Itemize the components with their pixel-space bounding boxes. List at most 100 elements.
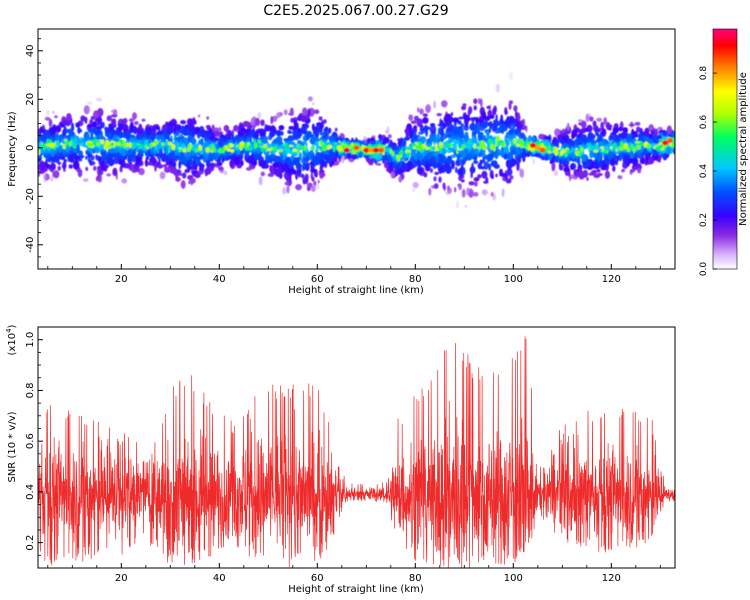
spectrogram-blob [100,164,106,171]
spectrogram-blob [521,152,525,160]
spectrogram-blob [442,182,446,190]
spectrogram-blob [97,108,104,117]
spectrogram-blob [110,114,118,118]
spectrogram-blob [282,187,287,195]
spectrogram-blob [154,163,157,172]
spectrogram-blob [456,201,459,209]
spectrogram-blob [218,137,224,147]
spectrogram-blob [433,100,436,109]
spectrogram-blob [573,170,579,176]
spectrogram-blob [505,178,512,184]
spectrogram-blob [489,169,494,179]
spectrogram-blob [443,114,450,123]
spectrogram-blob [121,147,127,157]
spectrogram-blob [194,172,201,179]
spectrogram-blob [563,167,570,172]
spectrogram-blob [161,157,168,162]
spectrogram-blob [73,153,76,159]
spectrogram-blob [386,164,389,172]
spectrogram-blob [468,181,475,186]
spectrogram-blob [141,118,146,122]
spectrogram-blob [425,104,431,114]
spectrogram-blob [526,151,530,157]
spectrogram-blob [618,126,623,132]
spectrogram-blob [125,131,132,141]
spectrogram-blob [582,170,588,178]
spectrogram-blob [95,154,98,159]
spectrogram-blob [260,119,265,126]
spectrogram-blob [287,129,292,134]
spectrogram-blob [295,170,299,180]
spectrogram-blob [206,126,210,130]
spectrogram-blob [164,166,171,173]
spectrogram-blob [249,134,252,143]
spectrogram-blob [269,165,273,173]
spectrogram-blob [532,158,536,165]
spectrogram-blob [460,123,464,128]
spectrogram-blob [121,178,127,184]
spectrogram-blob [408,114,414,121]
spectrogram-blob [479,159,483,165]
spectrogram-blob [136,133,140,138]
spectrogram-blob [487,122,493,127]
spectrogram-blob [437,153,444,159]
spectrogram-blob [68,164,73,169]
spectrogram-blob [239,136,243,142]
spectrogram-blob [505,131,509,139]
spectrogram-blob [412,188,416,192]
spectrogram-blob [423,172,428,178]
spectrogram-blob [434,171,440,175]
spectrogram-blob [603,117,607,125]
spectrogram-blob [320,153,326,158]
spectrogram-blob [508,125,512,129]
spectrogram-blob [595,132,599,136]
spectrogram-blob [566,122,570,131]
spectrogram-blob [422,113,428,117]
spectrogram-blob [657,126,663,131]
spectrogram-blob [94,129,101,136]
spectrogram-blob [407,162,413,171]
spectrogram-blob [91,121,98,128]
spectrogram-blob [310,162,314,171]
spectrogram-blob [492,107,497,116]
spectrogram-blob [96,97,103,102]
spectrogram-blob [571,129,578,138]
spectrogram-blob [213,127,220,132]
spectrogram-blob [289,174,292,182]
spectrogram-blob [419,108,424,115]
spectrogram-blob [404,136,410,141]
spectrogram-blob [87,101,92,105]
spectrogram-blob [133,121,139,125]
spectrogram-blob [318,116,323,121]
spectrogram-blob [622,153,629,157]
spectrogram-blob [136,153,143,157]
spectrogram-blob [305,164,310,171]
spectrogram-blob [106,173,112,177]
spectrogram-blob [116,151,121,158]
spectrogram-blob [83,116,88,123]
spectrogram-blob [302,177,307,185]
spectrogram-blob [182,172,187,179]
spectrogram-blob [218,126,222,133]
spectrogram-blob [644,127,650,136]
spectrogram-blob [286,185,290,194]
spectrogram-blob [63,158,67,163]
spectrogram-blob [302,135,307,142]
spectrogram-blob [302,107,308,116]
figure-title: C2E5.2025.067.00.27.G29 [263,3,448,19]
spectrogram-blob [645,155,649,163]
spectrogram-blob [440,135,444,143]
spectrogram-blob [578,122,583,126]
spectrogram-blob [257,112,262,119]
spectrogram-blob [570,157,573,161]
spectrogram-blob [426,162,432,167]
spectrogram-blob [429,168,433,173]
spectrogram-blob [111,118,116,127]
spectrogram-blob [75,122,81,128]
spectrogram-blob [473,98,478,104]
spectrogram-blob [469,166,476,174]
spectrogram-blob [383,137,390,144]
spectrogram-blob [460,150,467,160]
spectrogram-blob [468,191,474,198]
spectrogram-blob [493,164,500,169]
